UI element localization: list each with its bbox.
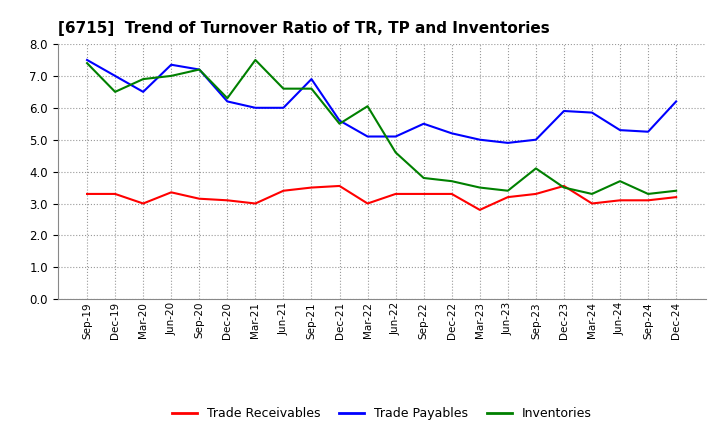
Trade Receivables: [251, 201, 260, 206]
Inventories: [336, 121, 344, 126]
Trade Payables: [616, 128, 624, 133]
Inventories: [644, 191, 652, 197]
Trade Receivables: [223, 198, 232, 203]
Trade Payables: [447, 131, 456, 136]
Trade Receivables: [364, 201, 372, 206]
Trade Receivables: [672, 194, 680, 200]
Inventories: [616, 179, 624, 184]
Inventories: [531, 166, 540, 171]
Inventories: [139, 77, 148, 82]
Trade Payables: [111, 73, 120, 78]
Trade Payables: [644, 129, 652, 134]
Inventories: [419, 176, 428, 181]
Trade Receivables: [616, 198, 624, 203]
Trade Receivables: [139, 201, 148, 206]
Trade Payables: [139, 89, 148, 95]
Trade Payables: [559, 108, 568, 114]
Trade Receivables: [195, 196, 204, 202]
Inventories: [111, 89, 120, 95]
Trade Receivables: [167, 190, 176, 195]
Trade Receivables: [83, 191, 91, 197]
Line: Trade Receivables: Trade Receivables: [87, 186, 676, 210]
Trade Receivables: [336, 183, 344, 189]
Trade Payables: [588, 110, 596, 115]
Inventories: [83, 60, 91, 66]
Inventories: [364, 103, 372, 109]
Inventories: [251, 57, 260, 62]
Trade Payables: [672, 99, 680, 104]
Trade Receivables: [279, 188, 288, 194]
Trade Payables: [503, 140, 512, 146]
Trade Payables: [364, 134, 372, 139]
Trade Receivables: [111, 191, 120, 197]
Inventories: [195, 67, 204, 72]
Inventories: [588, 191, 596, 197]
Inventories: [559, 185, 568, 190]
Trade Payables: [83, 57, 91, 62]
Trade Payables: [391, 134, 400, 139]
Inventories: [223, 95, 232, 101]
Trade Receivables: [419, 191, 428, 197]
Inventories: [447, 179, 456, 184]
Inventories: [391, 150, 400, 155]
Trade Payables: [531, 137, 540, 142]
Trade Payables: [167, 62, 176, 67]
Trade Receivables: [531, 191, 540, 197]
Inventories: [307, 86, 316, 92]
Trade Receivables: [391, 191, 400, 197]
Trade Receivables: [559, 183, 568, 189]
Trade Receivables: [503, 194, 512, 200]
Trade Payables: [251, 105, 260, 110]
Inventories: [279, 86, 288, 92]
Trade Receivables: [644, 198, 652, 203]
Inventories: [167, 73, 176, 78]
Inventories: [503, 188, 512, 194]
Text: [6715]  Trend of Turnover Ratio of TR, TP and Inventories: [6715] Trend of Turnover Ratio of TR, TP…: [58, 21, 549, 36]
Legend: Trade Receivables, Trade Payables, Inventories: Trade Receivables, Trade Payables, Inven…: [166, 403, 597, 425]
Trade Receivables: [475, 207, 484, 213]
Trade Payables: [475, 137, 484, 142]
Trade Payables: [195, 67, 204, 72]
Trade Receivables: [588, 201, 596, 206]
Inventories: [672, 188, 680, 194]
Trade Payables: [279, 105, 288, 110]
Trade Receivables: [307, 185, 316, 190]
Inventories: [475, 185, 484, 190]
Line: Inventories: Inventories: [87, 60, 676, 194]
Trade Payables: [336, 118, 344, 123]
Trade Payables: [307, 77, 316, 82]
Trade Payables: [419, 121, 428, 126]
Line: Trade Payables: Trade Payables: [87, 60, 676, 143]
Trade Payables: [223, 99, 232, 104]
Trade Receivables: [447, 191, 456, 197]
